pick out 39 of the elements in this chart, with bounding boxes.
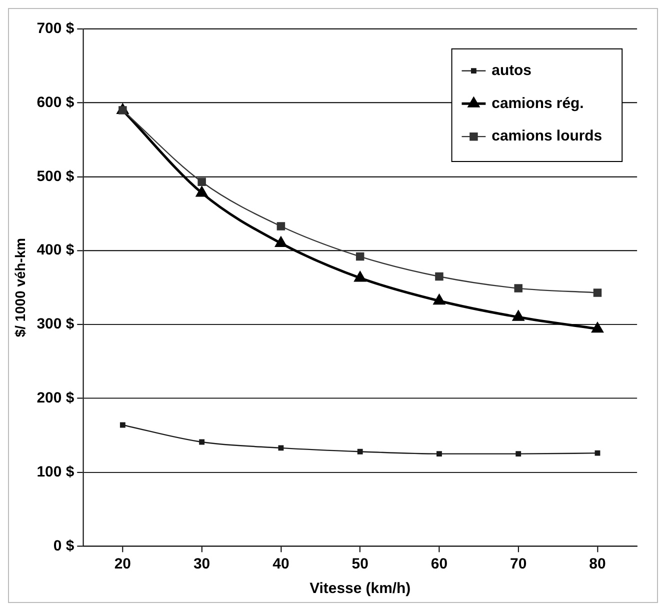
point [594,450,600,456]
point [436,451,442,457]
point [198,178,206,186]
point [199,439,205,445]
y-tick-label: 100 $ [36,463,75,480]
point [592,322,604,333]
x-tick-label: 20 [114,555,131,572]
point [275,236,287,247]
point [434,294,445,305]
y-tick-label: 700 $ [36,20,75,38]
y-tick-label: 600 $ [36,94,75,111]
x-tick-label: 80 [589,555,606,572]
point [278,445,284,451]
x-tick-label: 40 [272,555,290,572]
point [512,310,524,321]
y-tick-label: 400 $ [36,242,75,259]
point [593,288,602,297]
y-tick-label: 300 $ [36,316,75,333]
legend-label: autos [492,62,532,79]
x-tick-label: 70 [510,555,527,572]
x-tick-label: 50 [352,555,368,572]
legend-label: camions lourds [492,128,602,145]
y-axis-title: $/ 1000 véh-km [12,238,28,338]
y-tick-label: 500 $ [36,168,75,185]
point [516,451,522,457]
point [435,272,444,281]
x-tick-label: 60 [430,555,448,572]
x-tick-label: 30 [194,555,210,572]
point [357,448,363,454]
point [514,284,522,292]
y-tick-label: 200 $ [36,390,75,407]
point [354,272,366,282]
x-axis-title: Vitesse (km/h) [310,580,411,598]
point [196,186,208,197]
y-tick-label: 0 $ [53,537,75,554]
legend-label: camions rég. [492,94,584,112]
point [356,252,364,261]
point [120,422,126,428]
point [276,222,286,230]
